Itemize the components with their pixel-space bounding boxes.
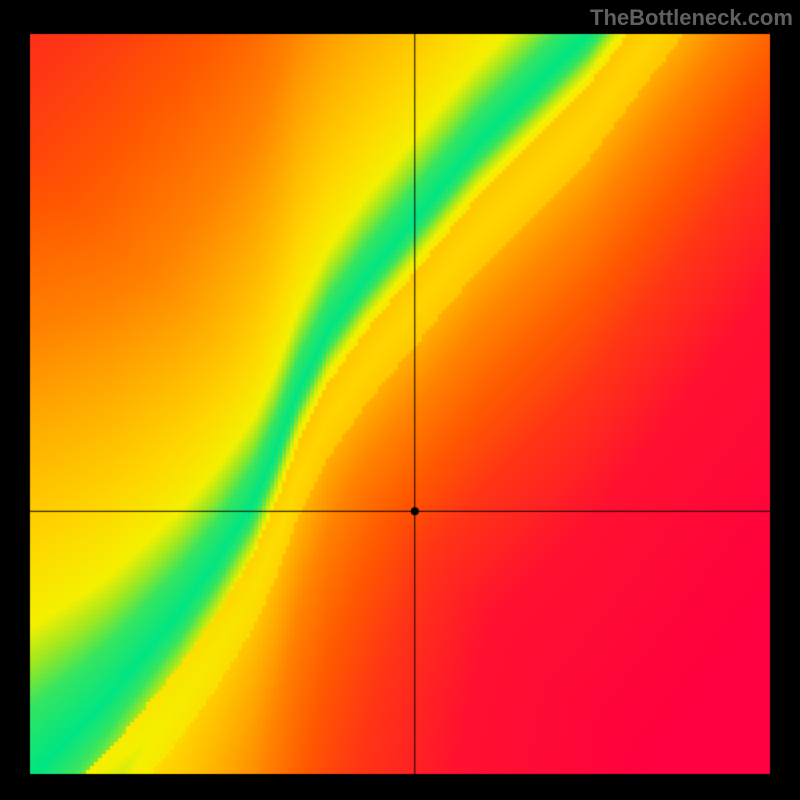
chart-container: TheBottleneck.com (0, 0, 800, 800)
bottleneck-heatmap (0, 0, 800, 800)
watermark-text: TheBottleneck.com (590, 5, 793, 31)
